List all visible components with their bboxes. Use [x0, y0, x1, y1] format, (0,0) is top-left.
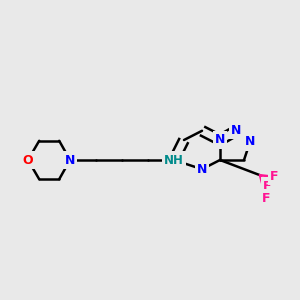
Text: N: N — [65, 154, 75, 166]
Text: N: N — [197, 163, 207, 176]
Text: NH: NH — [164, 154, 184, 166]
Text: F: F — [262, 191, 270, 205]
Text: N: N — [215, 134, 225, 146]
Text: F: F — [263, 179, 272, 193]
Text: N: N — [231, 124, 241, 137]
Text: N: N — [245, 136, 255, 148]
Text: O: O — [23, 154, 33, 166]
Text: F: F — [270, 170, 278, 183]
